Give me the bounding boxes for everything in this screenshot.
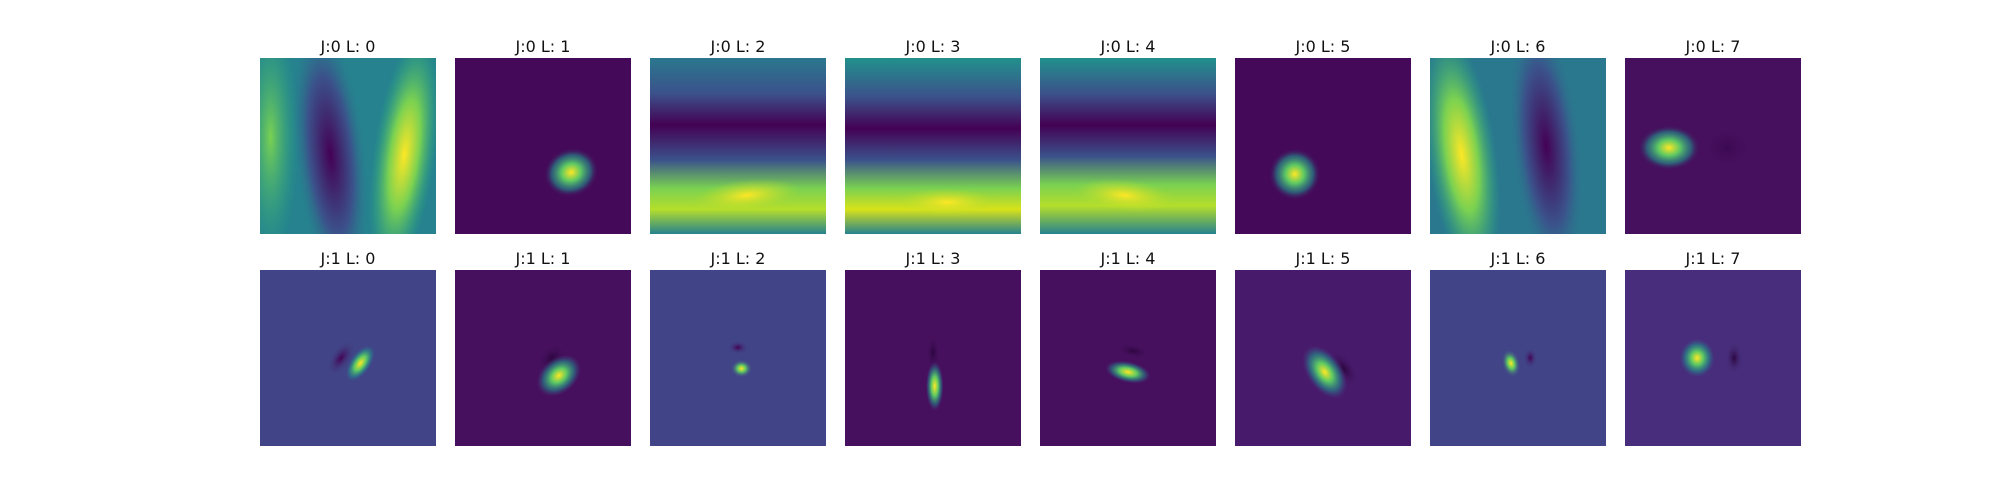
- filter-image: [650, 270, 826, 446]
- panel-title: J:1 L: 1: [515, 249, 571, 268]
- panel-title: J:0 L: 2: [710, 37, 766, 56]
- panel-title: J:1 L: 5: [1295, 249, 1351, 268]
- filter-image: [455, 58, 631, 234]
- filter-image: [1040, 58, 1216, 234]
- filter-image: [1430, 58, 1606, 234]
- panel-title: J:0 L: 4: [1100, 37, 1156, 56]
- panel-title: J:0 L: 7: [1685, 37, 1741, 56]
- filter-image: [260, 270, 436, 446]
- filter-image: [1625, 58, 1801, 234]
- panel-title: J:1 L: 0: [320, 249, 376, 268]
- panel-title: J:1 L: 7: [1685, 249, 1741, 268]
- filter-image: [650, 58, 826, 234]
- filter-image: [845, 58, 1021, 234]
- panel-title: J:1 L: 6: [1490, 249, 1546, 268]
- panel-title: J:0 L: 3: [905, 37, 961, 56]
- panel-title: J:0 L: 0: [320, 37, 376, 56]
- filter-image: [1235, 58, 1411, 234]
- filter-image: [260, 58, 436, 234]
- filter-image: [1625, 270, 1801, 446]
- panel-title: J:0 L: 5: [1295, 37, 1351, 56]
- panel-title: J:1 L: 3: [905, 249, 961, 268]
- filter-image: [455, 270, 631, 446]
- filter-image: [845, 270, 1021, 446]
- filter-image: [1040, 270, 1216, 446]
- filter-image: [1430, 270, 1606, 446]
- panel-title: J:1 L: 4: [1100, 249, 1156, 268]
- filter-image: [1235, 270, 1411, 446]
- panel-title: J:0 L: 6: [1490, 37, 1546, 56]
- panel-title: J:0 L: 1: [515, 37, 571, 56]
- panel-title: J:1 L: 2: [710, 249, 766, 268]
